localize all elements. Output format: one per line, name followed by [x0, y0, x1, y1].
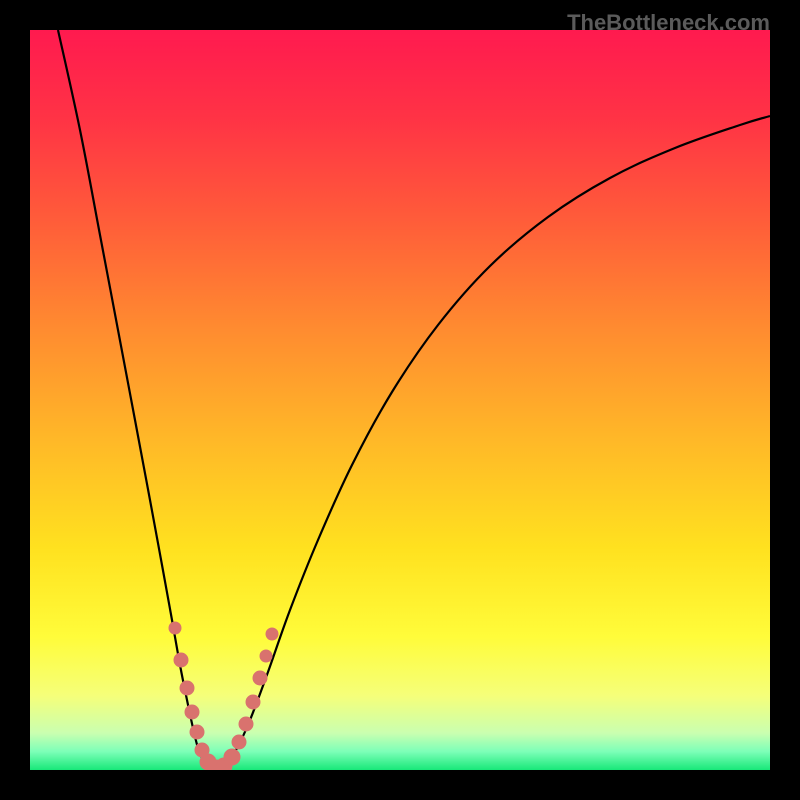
data-marker — [190, 725, 204, 739]
data-marker — [232, 735, 246, 749]
data-marker — [239, 717, 253, 731]
plot-area — [30, 30, 770, 770]
data-marker — [180, 681, 194, 695]
data-marker — [185, 705, 199, 719]
data-marker — [253, 671, 267, 685]
watermark-text: TheBottleneck.com — [567, 10, 770, 36]
data-marker — [224, 749, 240, 765]
chart-container: TheBottleneck.com — [0, 0, 800, 800]
data-marker — [266, 628, 278, 640]
data-marker — [260, 650, 272, 662]
curve-right-branch — [213, 116, 770, 769]
data-marker — [246, 695, 260, 709]
data-marker — [174, 653, 188, 667]
curve-layer — [30, 30, 770, 770]
curve-left-branch — [58, 30, 213, 769]
data-marker — [169, 622, 181, 634]
